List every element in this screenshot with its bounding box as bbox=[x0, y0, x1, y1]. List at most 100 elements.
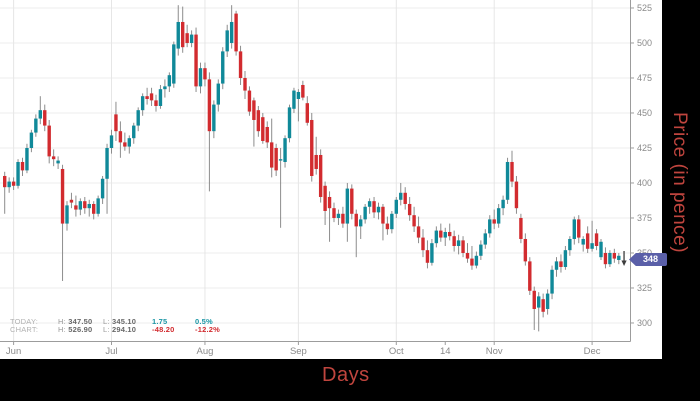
candle-body bbox=[585, 233, 590, 249]
y-axis-tick-label: 400 bbox=[637, 178, 652, 188]
candle-body bbox=[599, 241, 603, 258]
y-axis-tick-label: 450 bbox=[637, 108, 652, 118]
candle-body bbox=[510, 161, 514, 182]
candle-body bbox=[550, 269, 554, 294]
legend-today-high-prefix: H: bbox=[58, 317, 66, 326]
legend-today-change: 1.75 bbox=[152, 317, 168, 326]
x-axis-title: Days bbox=[322, 364, 370, 386]
candle-body bbox=[278, 159, 283, 161]
candle-body bbox=[123, 142, 127, 147]
candle-body bbox=[16, 161, 20, 186]
candle-body bbox=[247, 90, 252, 112]
legend-chart-change: -48.20 bbox=[152, 325, 175, 334]
candle-body bbox=[96, 198, 100, 214]
candle-body bbox=[172, 44, 176, 84]
candle-body bbox=[367, 201, 372, 207]
legend-chart-high-prefix: H: bbox=[58, 325, 66, 334]
legend-chart-low-value: 294.10 bbox=[111, 325, 137, 334]
candle-body bbox=[505, 161, 510, 200]
candle-body bbox=[136, 110, 140, 126]
candle-body bbox=[385, 223, 390, 230]
candle-body bbox=[332, 208, 336, 218]
candle-body bbox=[100, 178, 105, 199]
candle-body bbox=[488, 219, 492, 234]
candle-body bbox=[185, 33, 189, 43]
candle-body bbox=[34, 118, 38, 133]
candle-body bbox=[492, 219, 496, 224]
candle-body bbox=[603, 252, 608, 265]
legend-row-today: TODAY: H: 347.50 L: 345.10 1.75 0.5% bbox=[10, 318, 220, 326]
candle-body bbox=[612, 252, 617, 259]
candle-body bbox=[140, 96, 145, 111]
chart-panel: 525 500 475 450 425 400 375 350 325 300 Jun Jul Aug S… bbox=[0, 0, 662, 359]
candle-body bbox=[74, 205, 78, 210]
candle-body bbox=[109, 135, 114, 148]
candle-body bbox=[563, 250, 568, 267]
x-axis-tick-label: Jul bbox=[105, 346, 117, 357]
y-axis-tick-label: 475 bbox=[637, 73, 652, 83]
candle-body bbox=[145, 96, 149, 99]
y-axis-tick-label: 300 bbox=[637, 318, 652, 328]
candle-body bbox=[287, 107, 292, 139]
legend-today-low-value: 345.10 bbox=[111, 317, 137, 326]
candle-body bbox=[359, 219, 363, 227]
candle-body bbox=[416, 226, 421, 238]
candle-body bbox=[20, 161, 25, 171]
candle-body bbox=[256, 110, 261, 132]
candle-body bbox=[590, 243, 594, 249]
candle-body bbox=[167, 75, 172, 87]
candle-body bbox=[114, 114, 118, 132]
candle-body bbox=[327, 196, 332, 209]
legend-today-change-pct: 0.5% bbox=[195, 317, 213, 326]
candle-body bbox=[519, 217, 523, 239]
legend-chart-label: CHART: bbox=[10, 325, 39, 334]
candle-body bbox=[7, 181, 11, 188]
candle-body bbox=[56, 160, 60, 164]
candle-body bbox=[465, 252, 470, 259]
x-axis-tick-label: Jun bbox=[6, 346, 21, 357]
candle-body bbox=[301, 84, 305, 98]
candle-body bbox=[501, 199, 505, 209]
chart-legend: TODAY: H: 347.50 L: 345.10 1.75 0.5% CHART: H… bbox=[10, 318, 220, 334]
candle-body bbox=[65, 205, 69, 224]
candle-body bbox=[92, 203, 96, 214]
candle-body bbox=[439, 230, 443, 238]
candle-body bbox=[336, 213, 341, 218]
candle-body bbox=[399, 192, 403, 200]
candle-body bbox=[390, 213, 394, 230]
candle-body bbox=[189, 34, 194, 43]
legend-today-low-prefix: L: bbox=[103, 317, 110, 326]
candle-body bbox=[421, 237, 425, 251]
candle-body bbox=[470, 258, 474, 266]
candle-body bbox=[514, 181, 519, 209]
candle-body bbox=[51, 156, 56, 160]
candle-body bbox=[265, 126, 269, 143]
candle-body bbox=[221, 51, 225, 84]
candle-body bbox=[448, 231, 452, 237]
y-axis-title: Price (in pence) bbox=[669, 112, 690, 254]
candle-body bbox=[363, 206, 367, 220]
candle-body bbox=[25, 147, 29, 171]
x-axis-tick-label: Sep bbox=[290, 346, 307, 357]
candle-body bbox=[181, 21, 185, 48]
candle-body bbox=[412, 215, 416, 227]
y-axis-tick-label: 375 bbox=[637, 213, 652, 223]
candle-body bbox=[274, 147, 278, 171]
candle-body bbox=[3, 175, 7, 188]
candle-body bbox=[541, 299, 545, 312]
candle-body bbox=[323, 185, 327, 211]
candle-body bbox=[149, 93, 154, 101]
candle-body bbox=[194, 34, 198, 87]
candle-body bbox=[407, 203, 412, 216]
candlestick-chart[interactable]: 525 500 475 450 425 400 375 350 325 300 Jun Jul Aug S… bbox=[0, 0, 662, 359]
candle-body bbox=[581, 238, 585, 245]
candle-body bbox=[528, 261, 532, 291]
candle-body bbox=[314, 154, 318, 169]
candle-body bbox=[318, 154, 323, 197]
candle-body bbox=[212, 104, 216, 132]
x-axis-tick-label: 14 bbox=[440, 346, 451, 357]
candle-body bbox=[158, 89, 163, 106]
candle-body bbox=[43, 110, 47, 126]
candle-body bbox=[176, 21, 180, 49]
legend-chart-change-pct: -12.2% bbox=[195, 325, 220, 334]
